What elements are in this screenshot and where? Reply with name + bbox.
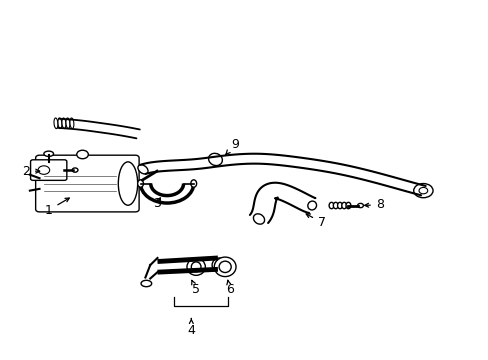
Ellipse shape xyxy=(341,202,346,209)
Ellipse shape xyxy=(191,262,201,272)
Ellipse shape xyxy=(215,261,223,269)
Ellipse shape xyxy=(138,180,143,187)
Ellipse shape xyxy=(208,153,222,166)
Ellipse shape xyxy=(141,280,151,287)
Text: 1: 1 xyxy=(45,198,69,217)
Text: 5: 5 xyxy=(191,280,200,296)
Ellipse shape xyxy=(70,118,74,129)
Ellipse shape xyxy=(186,258,205,275)
FancyBboxPatch shape xyxy=(31,160,67,180)
Ellipse shape xyxy=(72,168,78,172)
Text: 3: 3 xyxy=(153,197,161,210)
Ellipse shape xyxy=(58,118,62,129)
Ellipse shape xyxy=(190,180,196,187)
Ellipse shape xyxy=(214,257,236,276)
Ellipse shape xyxy=(253,214,264,224)
Text: 9: 9 xyxy=(225,138,238,154)
Circle shape xyxy=(357,203,363,208)
Circle shape xyxy=(413,184,432,198)
Ellipse shape xyxy=(328,202,333,209)
Text: 4: 4 xyxy=(187,319,195,337)
Ellipse shape xyxy=(44,151,53,157)
Text: 2: 2 xyxy=(22,165,40,177)
Ellipse shape xyxy=(62,118,66,129)
Text: 8: 8 xyxy=(364,198,383,211)
Ellipse shape xyxy=(219,261,231,273)
Ellipse shape xyxy=(346,202,350,209)
Circle shape xyxy=(77,150,88,159)
Ellipse shape xyxy=(138,165,148,174)
Ellipse shape xyxy=(307,201,316,210)
Text: 6: 6 xyxy=(225,280,233,296)
Ellipse shape xyxy=(54,118,58,129)
FancyBboxPatch shape xyxy=(36,155,139,212)
Ellipse shape xyxy=(118,162,138,205)
Ellipse shape xyxy=(212,258,226,272)
Circle shape xyxy=(38,166,50,174)
Text: 7: 7 xyxy=(305,214,325,229)
Circle shape xyxy=(418,188,427,194)
Ellipse shape xyxy=(333,202,338,209)
Ellipse shape xyxy=(337,202,342,209)
Ellipse shape xyxy=(66,118,70,129)
